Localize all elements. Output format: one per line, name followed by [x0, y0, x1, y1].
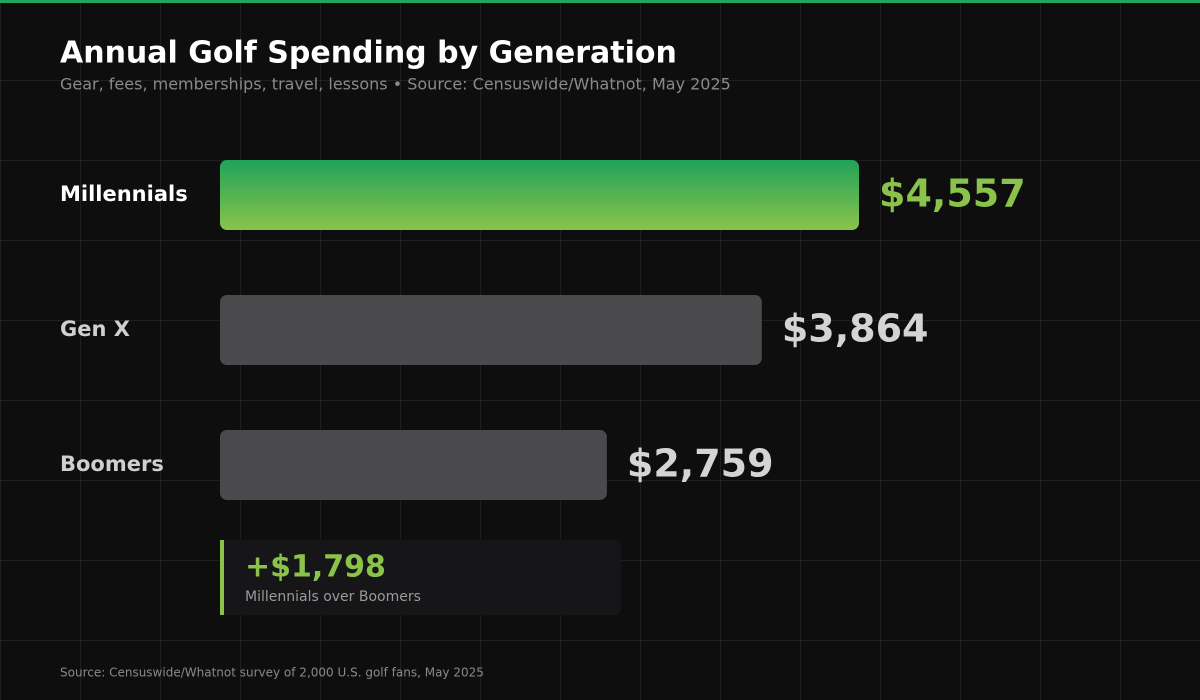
bar [220, 295, 762, 365]
bar [220, 430, 607, 500]
callout-text: Millennials over Boomers [245, 589, 421, 605]
top-accent [0, 0, 1200, 3]
chart-title: Annual Golf Spending by Generation [60, 36, 677, 71]
value-label: $3,864 [782, 307, 929, 351]
chart-subtitle: Gear, fees, memberships, travel, lessons… [60, 75, 731, 94]
bar [220, 160, 859, 230]
footer: Source: Censuswide/Whatnot survey of 2,0… [60, 666, 484, 680]
category-label: Gen X [60, 317, 130, 341]
callout-value: +$1,798 [245, 550, 386, 585]
value-label: $2,759 [627, 442, 774, 486]
category-label: Boomers [60, 452, 164, 476]
callout-accent [220, 540, 224, 615]
callout-box [220, 540, 621, 615]
value-label: $4,557 [879, 172, 1026, 216]
category-label: Millennials [60, 182, 188, 206]
